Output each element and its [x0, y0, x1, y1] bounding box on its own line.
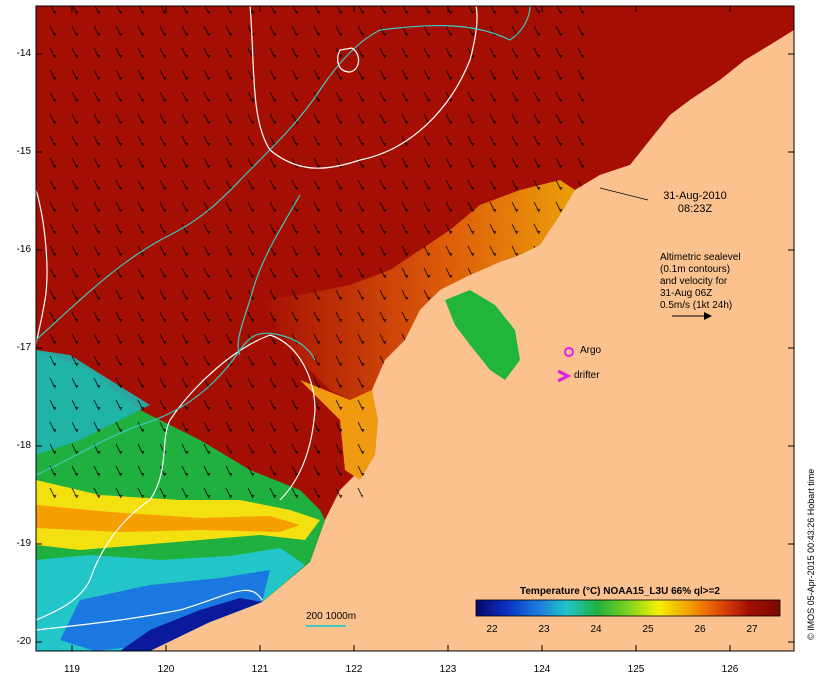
x-tick-label: 126 — [721, 664, 739, 675]
timestamp-date: 31-Aug-2010 — [663, 190, 727, 202]
y-tick-label: -20 — [16, 636, 31, 647]
land-mask — [520, 6, 794, 651]
y-tick-label: -19 — [16, 538, 31, 549]
timestamp: 31-Aug-2010 08:23Z — [650, 190, 740, 216]
isobath-line — [237, 194, 301, 356]
legend-tick-label: 26 — [694, 624, 706, 635]
y-tick-label: -17 — [16, 342, 31, 353]
annotation-line: 0.5m/s (1kt 24h) — [660, 300, 733, 311]
y-tick-label: -15 — [16, 146, 31, 157]
y-tick-label: -16 — [16, 244, 31, 255]
y-tick-label: -18 — [16, 440, 31, 451]
x-tick-label: 121 — [251, 664, 269, 675]
annotation-line: 31-Aug 06Z — [660, 288, 713, 299]
x-tick-label: 122 — [345, 664, 363, 675]
credit-text: © IMOS 05-Apr-2015 00:43:26 Hobart time — [806, 468, 816, 640]
x-tick-label: 123 — [439, 664, 457, 675]
annotation-line: (0.1m contours) — [660, 264, 731, 275]
isobath-line — [35, 5, 531, 341]
altimetry-annotation: Altimetric sealevel (0.1m contours) and … — [660, 252, 770, 312]
legend-colorbar — [475, 599, 781, 617]
cool-water-blue — [60, 570, 270, 651]
sealevel-contour — [249, 5, 478, 169]
legend-tick-label: 27 — [746, 624, 758, 635]
isobath-line — [35, 332, 316, 476]
x-tick-label: 119 — [64, 664, 80, 675]
isobath-label: 200 1000m — [306, 611, 357, 622]
cool-water-deep — [120, 598, 262, 651]
argo-label: Argo — [580, 345, 602, 356]
timestamp-time: 08:23Z — [677, 203, 713, 215]
sealevel-contour — [35, 589, 263, 631]
sealevel-contour — [35, 189, 48, 346]
legend-tick-label: 25 — [642, 624, 654, 635]
drifter-label: drifter — [574, 370, 600, 381]
timestamp-leader-line — [599, 187, 649, 201]
legend-tick-label: 22 — [486, 624, 498, 635]
annotation-line: Altimetric sealevel — [660, 252, 741, 263]
legend-tick-label: 23 — [538, 624, 550, 635]
annotation-line: and velocity for — [660, 276, 728, 287]
velocity-scale-arrowhead — [704, 312, 712, 320]
cool-water-orange — [36, 505, 300, 532]
drifter-marker-icon — [557, 369, 572, 383]
sealevel-contour — [35, 334, 316, 621]
axis-ticks — [36, 6, 794, 651]
x-tick-label: 124 — [533, 664, 551, 675]
x-tick-label: 120 — [157, 664, 175, 675]
isobath-line — [337, 47, 360, 73]
king-sound-green-redraw — [445, 290, 520, 380]
x-tick-label: 125 — [627, 664, 645, 675]
legend-title: Temperature (°C) NOAA15_L3U 66% ql>=2 — [520, 586, 720, 597]
map-frame — [35, 5, 795, 652]
y-tick-label: -14 — [16, 48, 31, 59]
argo-marker-icon — [564, 347, 574, 357]
legend-tick-label: 24 — [590, 624, 602, 635]
land-mask-2 — [360, 255, 600, 506]
